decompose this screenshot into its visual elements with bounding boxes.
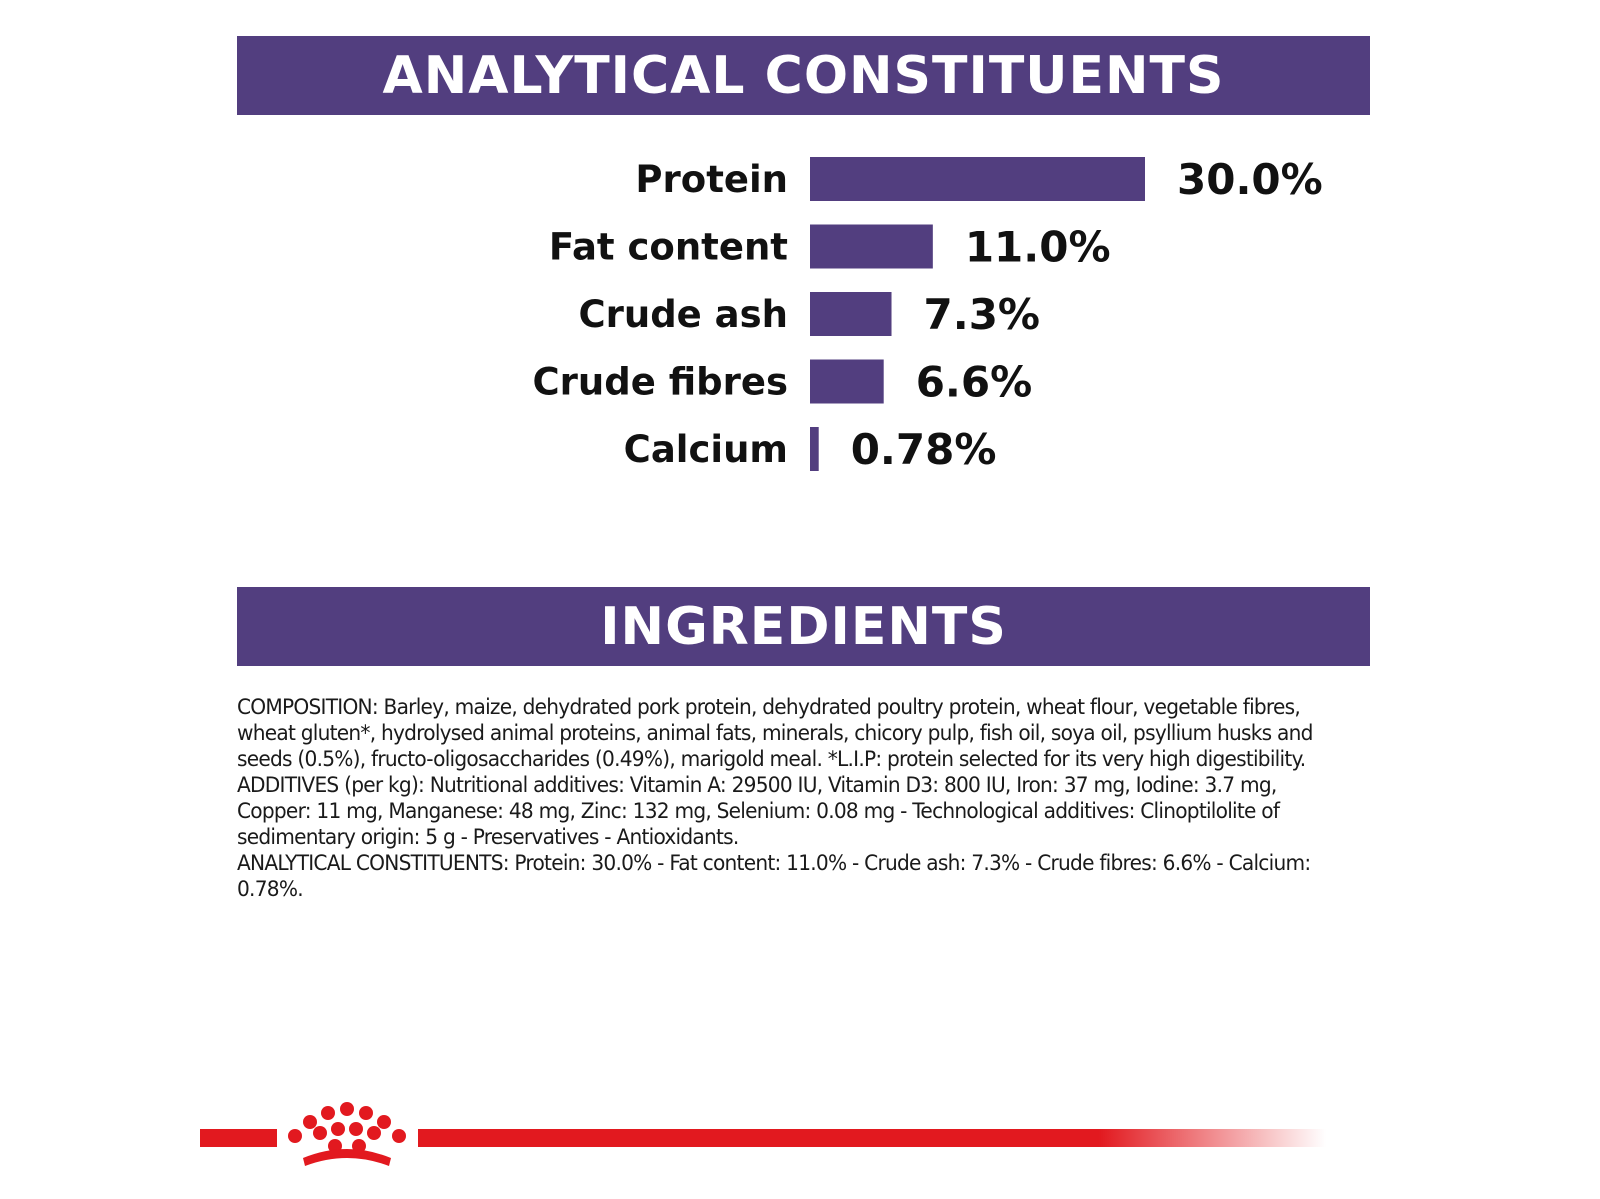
- value-label: 7.3%: [924, 290, 1040, 339]
- composition-paragraph: COMPOSITION: Barley, maize, dehydrated p…: [237, 695, 1313, 771]
- category-label: Crude ash: [578, 293, 788, 336]
- category-label: Calcium: [624, 428, 788, 471]
- category-label: Protein: [635, 158, 788, 201]
- analytical-constituents-title: ANALYTICAL CONSTITUENTS: [382, 45, 1225, 106]
- bar: [810, 157, 1145, 201]
- bar: [810, 224, 933, 269]
- bar: [810, 292, 892, 336]
- ingredients-banner: INGREDIENTS: [237, 587, 1370, 666]
- category-label: Fat content: [549, 226, 788, 269]
- brand-line-left: [200, 1129, 277, 1147]
- brand-line-right: [418, 1129, 1326, 1147]
- category-label: Crude fibres: [533, 361, 788, 404]
- crown-icon: [288, 1102, 406, 1166]
- value-label: 0.78%: [851, 425, 997, 474]
- value-label: 30.0%: [1177, 155, 1323, 204]
- value-label: 6.6%: [916, 358, 1032, 407]
- bar: [810, 427, 819, 471]
- constituents-bar-chart: Protein 30.0% Fat content 11.0% Crude ash 7.3…: [533, 155, 1323, 474]
- analytical-paragraph: ANALYTICAL CONSTITUENTS: Protein: 30.0% …: [237, 851, 1311, 901]
- analytical-constituents-banner: ANALYTICAL CONSTITUENTS: [237, 36, 1370, 115]
- ingredients-title: INGREDIENTS: [600, 596, 1007, 657]
- ingredients-text: COMPOSITION: Barley, maize, dehydrated p…: [237, 694, 1325, 902]
- bar: [810, 359, 884, 404]
- value-label: 11.0%: [965, 223, 1111, 272]
- additives-paragraph: ADDITIVES (per kg): Nutritional additive…: [237, 773, 1280, 849]
